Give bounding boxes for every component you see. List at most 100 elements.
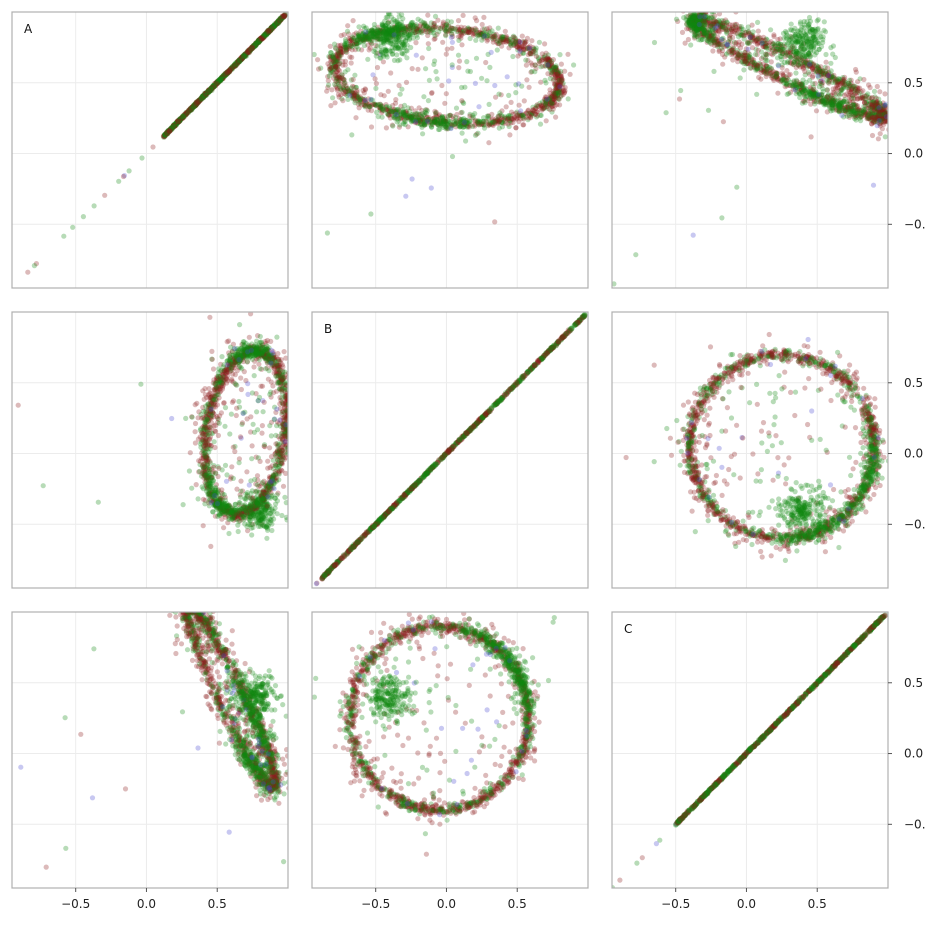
data-point [359, 47, 365, 53]
data-point [405, 33, 411, 39]
data-point [777, 47, 783, 53]
data-point [503, 104, 509, 110]
data-point [25, 269, 31, 275]
data-point [754, 52, 760, 58]
data-point [767, 45, 773, 51]
data-point [337, 68, 343, 74]
data-point [352, 41, 358, 47]
data-point [366, 47, 372, 53]
data-point [550, 97, 556, 103]
data-point [363, 32, 369, 39]
data-point [342, 80, 348, 86]
data-point [554, 89, 560, 95]
data-point [720, 20, 726, 26]
data-point [764, 67, 770, 73]
data-point [339, 74, 345, 80]
data-point [479, 121, 485, 128]
data-point [212, 80, 218, 87]
data-point [420, 19, 426, 26]
data-point [500, 117, 507, 123]
data-point [876, 118, 882, 124]
data-point [460, 29, 466, 35]
data-point [506, 123, 512, 130]
data-point [698, 12, 705, 19]
data-point [448, 125, 454, 131]
data-point [553, 65, 559, 71]
data-point [207, 87, 213, 94]
data-point [435, 25, 442, 31]
data-point [268, 26, 275, 32]
data-point [343, 49, 349, 55]
data-point [393, 42, 399, 48]
data-point [241, 52, 248, 58]
data-point [872, 106, 878, 112]
data-point [424, 29, 430, 35]
data-point [548, 93, 554, 99]
data-point [729, 49, 735, 55]
data-point [219, 75, 225, 81]
data-point [847, 99, 853, 105]
data-point [387, 34, 394, 41]
data-point [403, 25, 409, 31]
data-point [195, 99, 202, 106]
data-point [166, 127, 172, 134]
data-point [852, 90, 859, 96]
data-point [378, 43, 384, 50]
data-point [854, 85, 860, 91]
data-point [724, 20, 730, 26]
data-point [401, 114, 407, 120]
data-point [232, 61, 239, 68]
data-point [342, 88, 349, 95]
data-point [500, 39, 506, 45]
data-point [414, 32, 420, 38]
data-point [203, 90, 210, 96]
data-point [263, 32, 270, 38]
data-point [432, 108, 438, 114]
data-point [841, 78, 847, 85]
data-point [245, 48, 252, 54]
data-point [871, 117, 877, 123]
data-point [389, 19, 395, 25]
data-point [725, 39, 731, 45]
data-point [547, 57, 553, 63]
data-point [187, 106, 194, 112]
data-point [487, 25, 493, 31]
data-point [214, 79, 221, 85]
data-point [502, 114, 508, 120]
data-point [860, 88, 866, 94]
data-point [490, 121, 496, 127]
data-point [728, 51, 735, 58]
data-point [475, 33, 482, 39]
data-point [206, 88, 213, 94]
data-point [699, 36, 705, 42]
data-point [545, 62, 551, 68]
data-point [483, 59, 489, 66]
data-point [340, 58, 346, 64]
data-point [419, 122, 425, 128]
data-point [883, 110, 888, 116]
data-point [419, 115, 425, 121]
data-point [884, 108, 888, 114]
data-point [689, 16, 695, 22]
data-point [167, 126, 174, 132]
data-point [873, 100, 879, 106]
data-point [404, 112, 410, 118]
data-point [459, 98, 465, 104]
data-point [807, 52, 813, 58]
data-point [393, 34, 400, 40]
data-point [353, 84, 359, 91]
data-point [877, 114, 883, 120]
data-point [220, 74, 226, 81]
data-point [254, 40, 260, 46]
data-point [441, 25, 447, 32]
data-point [255, 39, 262, 46]
data-point [222, 72, 228, 79]
data-point [276, 18, 282, 25]
data-point [763, 63, 770, 69]
data-point [444, 125, 450, 131]
data-point [395, 34, 402, 40]
data-point [383, 33, 389, 39]
data-point [352, 90, 358, 96]
data-point [831, 90, 837, 96]
data-point [559, 77, 565, 83]
